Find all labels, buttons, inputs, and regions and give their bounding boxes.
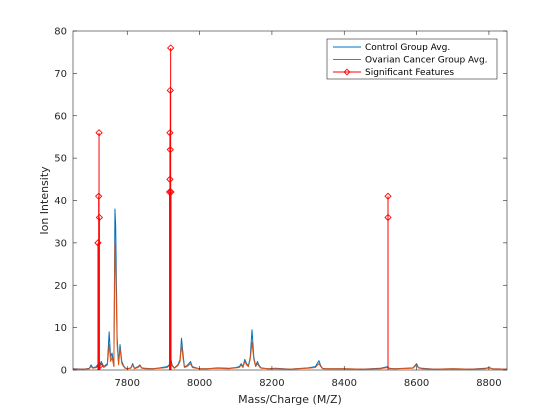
plot-area <box>73 31 507 370</box>
stem-marker <box>384 192 392 200</box>
x-axis-label: Mass/Charge (M/Z) <box>238 393 342 406</box>
stem-marker <box>94 239 102 247</box>
stem-marker <box>95 213 104 222</box>
y-axis-label: Ion Intensity <box>38 166 51 235</box>
y-tick-label: 30 <box>54 238 67 249</box>
y-tick-label: 0 <box>61 366 67 377</box>
legend-marker-significant <box>343 68 351 76</box>
x-tick-label: 8400 <box>332 378 357 389</box>
legend-label-control: Control Group Avg. <box>365 43 450 53</box>
x-tick-label: 8000 <box>187 378 212 389</box>
y-tick-label: 20 <box>54 281 67 292</box>
x-tick-label: 8600 <box>404 378 429 389</box>
series-layer <box>72 44 508 370</box>
legend-label-ovarian: Ovarian Cancer Group Avg. <box>365 56 488 66</box>
x-tick-label: 8200 <box>259 378 284 389</box>
legend-label-significant: Significant Features <box>365 68 454 78</box>
stem-marker <box>96 362 104 370</box>
y-tick-label: 50 <box>54 154 67 165</box>
stem-marker <box>167 44 175 52</box>
y-tick-label: 40 <box>54 196 67 207</box>
series-line-1 <box>73 242 508 370</box>
legend: Control Group Avg. Ovarian Cancer Group … <box>326 38 498 80</box>
x-tick-label: 8800 <box>476 378 501 389</box>
x-tick-label: 7800 <box>115 378 140 389</box>
y-tick-label: 70 <box>54 69 67 80</box>
y-tick-label: 60 <box>54 111 67 122</box>
axes: 7800 8000 8200 8400 8600 8800 0 10 20 30 40 50 60 70 8… <box>54 27 508 389</box>
significant-features <box>94 44 392 370</box>
stem-marker <box>384 213 392 222</box>
y-tick-label: 10 <box>54 323 67 334</box>
stem-marker <box>167 188 175 196</box>
stem-marker <box>95 129 103 137</box>
y-tick-label: 80 <box>54 27 67 38</box>
